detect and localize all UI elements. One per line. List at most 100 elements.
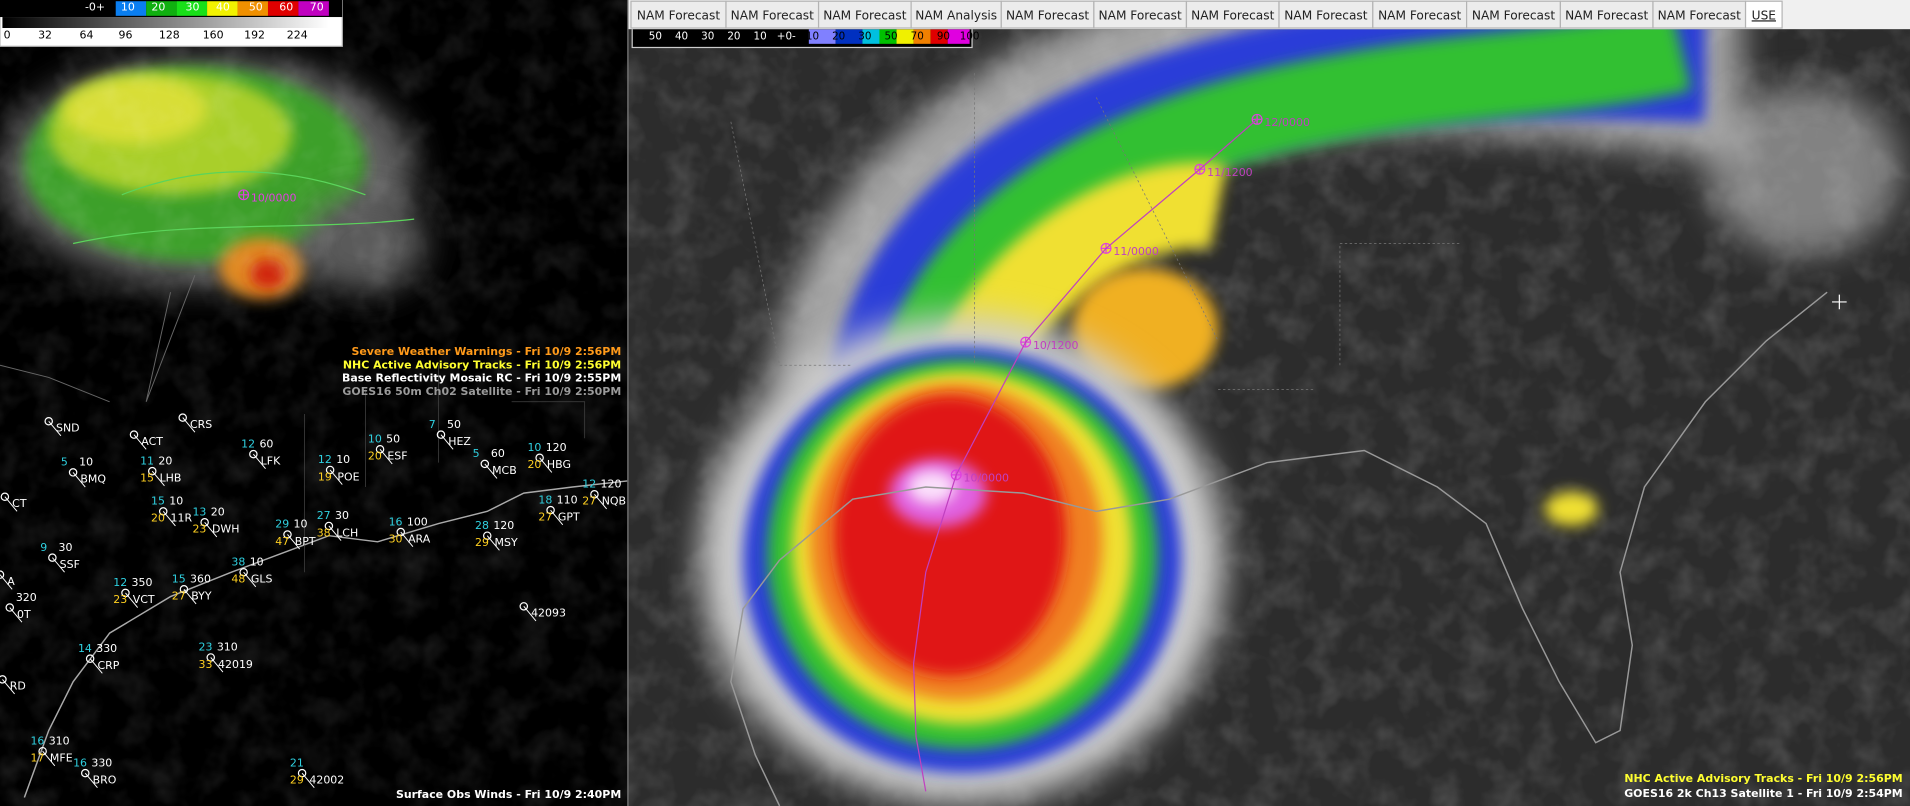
station-temp: 19	[318, 470, 332, 483]
station-marker	[546, 505, 555, 515]
legend-entry: Base Reflectivity Mosaic RC - Fri 10/9 2…	[342, 372, 621, 385]
station-marker	[158, 507, 168, 516]
tab[interactable]	[630, 0, 727, 29]
colorbar-label: 20	[832, 31, 845, 43]
station-dewpoint: 13	[192, 506, 206, 519]
tab-label[interactable]: NAM Forecast	[1006, 8, 1089, 22]
station-marker	[0, 570, 5, 579]
tab-label[interactable]: NAM Forecast	[1472, 8, 1555, 22]
station-wind: 50	[447, 418, 461, 431]
wind-barb	[210, 657, 224, 673]
colorbar-label: 0	[4, 28, 11, 41]
station-temp: 47	[275, 535, 289, 548]
tab-label[interactable]: USE	[1752, 8, 1776, 22]
wind-barb	[486, 535, 500, 551]
station-id: CRP	[97, 659, 119, 672]
tab[interactable]	[910, 0, 1002, 29]
station-temp: 23	[192, 523, 206, 536]
station-dewpoint: 16	[389, 515, 403, 528]
tab[interactable]	[1652, 0, 1747, 29]
colorbar-label: 128	[159, 28, 180, 41]
station-temp: 20	[527, 458, 541, 471]
tab-label[interactable]: NAM Forecast	[1658, 8, 1741, 22]
tab[interactable]	[817, 0, 912, 29]
wind-barb	[162, 511, 176, 527]
station-wind: 50	[386, 433, 400, 446]
tab[interactable]	[1000, 0, 1095, 29]
tab[interactable]	[1744, 0, 1783, 29]
station-marker	[129, 430, 139, 439]
colorbar-label: 10	[754, 31, 767, 43]
station-temp: 33	[199, 658, 213, 671]
station-marker	[482, 531, 492, 540]
station-wind: 320	[16, 591, 37, 604]
station-id: SSF	[60, 558, 80, 571]
tab-label[interactable]: NAM Forecast	[1191, 8, 1274, 22]
station-marker	[239, 567, 248, 577]
colorbar-label: -0+	[85, 0, 105, 13]
station-temp: 30	[389, 532, 403, 545]
station-id: CT	[12, 497, 27, 510]
tab[interactable]	[1465, 0, 1562, 29]
tab-label[interactable]: NAM Analysis	[915, 8, 997, 22]
tab-label[interactable]: NAM Forecast	[823, 8, 906, 22]
tab-label[interactable]: NAM Forecast	[1099, 8, 1182, 22]
wind-barb	[52, 557, 65, 573]
track-label: 12/0000	[1264, 116, 1310, 129]
wind-barb	[301, 772, 315, 789]
wind-barb	[0, 574, 13, 590]
track-label: 11/0000	[1113, 245, 1159, 258]
station-dewpoint: 38	[231, 555, 245, 568]
station-temp: 48	[231, 573, 245, 586]
tab[interactable]	[1372, 0, 1468, 29]
left-radar-panel	[0, 0, 628, 806]
station-dewpoint: 28	[475, 519, 489, 532]
station-marker	[375, 445, 385, 454]
tab[interactable]	[1559, 0, 1654, 29]
station-id: MSY	[495, 536, 518, 549]
station-id: LHB	[160, 471, 182, 484]
station-wind: 100	[407, 515, 428, 528]
legend-entry: NHC Active Advisory Tracks - Fri 10/9 2:…	[343, 358, 621, 371]
station-id: 42019	[218, 658, 253, 671]
station-marker	[325, 465, 335, 475]
tab-label[interactable]: NAM Forecast	[731, 8, 814, 22]
station-wind: 330	[91, 756, 112, 769]
tab-label[interactable]: NAM Forecast	[1378, 8, 1461, 22]
station-wind: 10	[79, 456, 93, 469]
station-temp: 27	[582, 495, 596, 508]
tab[interactable]	[725, 0, 820, 29]
station-dewpoint: 29	[275, 518, 289, 531]
wind-barb	[4, 496, 18, 512]
legend-entry: Surface Obs Winds - Fri 10/9 2:40PM	[396, 788, 621, 801]
station-id: RD	[10, 680, 26, 693]
colorbar-label: 10	[806, 31, 819, 43]
wind-barb	[125, 592, 139, 608]
colorbar-label: 90	[937, 31, 950, 43]
colorbar-label: +0-	[777, 31, 796, 43]
station-marker	[200, 518, 209, 527]
station-dewpoint: 16	[30, 734, 44, 747]
tab[interactable]	[1278, 0, 1374, 29]
tab[interactable]	[1185, 0, 1280, 29]
tab-label[interactable]: NAM Forecast	[1565, 8, 1648, 22]
wind-barb	[539, 457, 553, 473]
colorbar-label: 160	[203, 28, 224, 41]
wind-barb	[48, 420, 62, 437]
colorbar-label: 20	[151, 0, 165, 13]
station-dewpoint: 14	[78, 642, 92, 655]
wind-barb	[182, 417, 196, 433]
station-wind: 10	[294, 518, 308, 531]
station-id: NQB	[602, 495, 626, 508]
station-temp: 15	[140, 471, 154, 484]
wind-barb	[72, 472, 86, 488]
wind-barb	[2, 679, 15, 695]
tab-label[interactable]: NAM Forecast	[1284, 8, 1367, 22]
colorbar-label: 40	[675, 31, 688, 43]
station-temp: 23	[113, 593, 127, 606]
station-id: LCH	[336, 526, 358, 539]
station-marker	[68, 468, 78, 477]
station-marker	[0, 675, 7, 684]
tab-label[interactable]: NAM Forecast	[637, 8, 720, 22]
